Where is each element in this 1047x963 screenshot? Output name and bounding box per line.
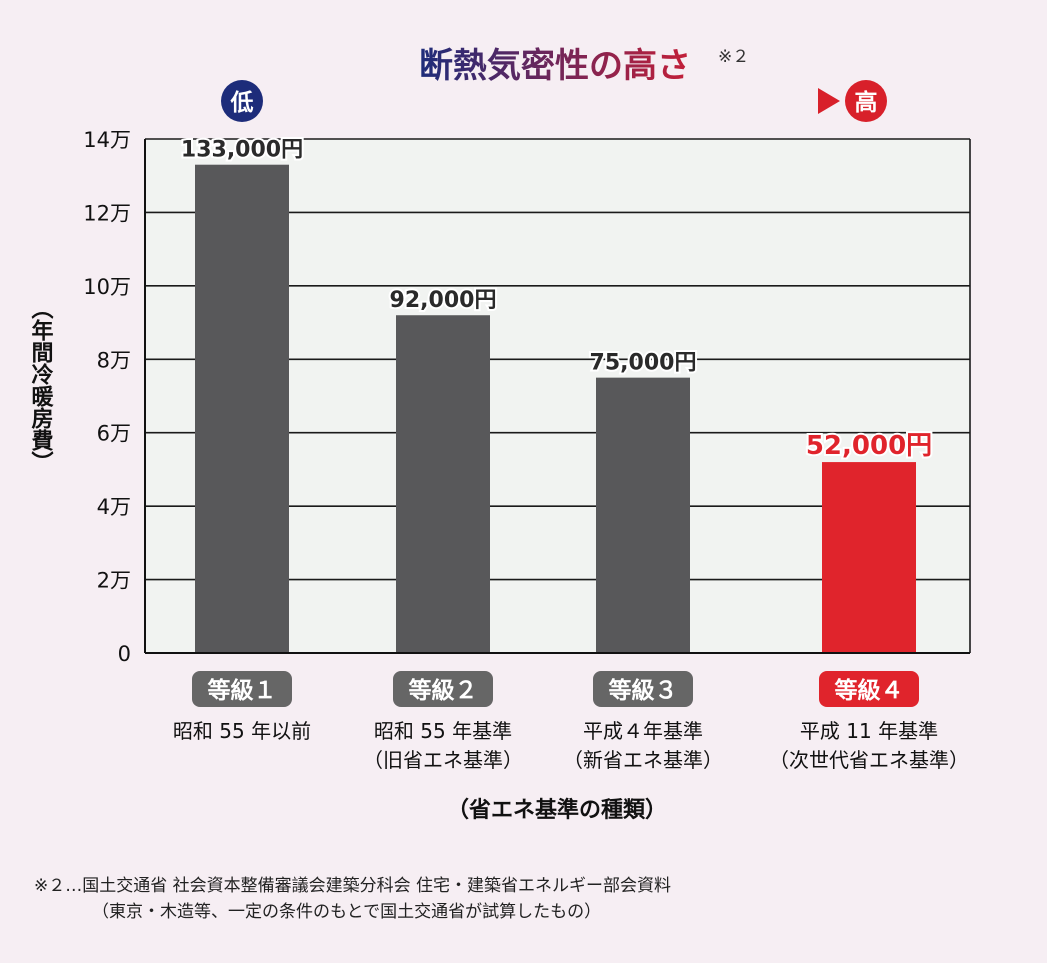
data-label-2: 92,000円 xyxy=(390,288,497,313)
bar-4 xyxy=(822,462,916,653)
data-label-1: 133,000円 xyxy=(181,138,303,163)
y-axis-title: （年間冷暖房費） xyxy=(28,297,54,473)
y-tick-label: 0 xyxy=(118,642,131,666)
standard-label-3: 平成４年基準 xyxy=(583,719,703,743)
y-tick-label: 12万 xyxy=(83,201,131,225)
y-axis-ticks: 0 2万 4万 6万 8万 10万 12万 14万 xyxy=(83,128,131,666)
footnote-line-2: （東京・木造等、一定の条件のもとで国土交通省が試算したもの） xyxy=(92,902,602,922)
data-label-4: 52,000円 xyxy=(806,431,932,461)
y-tick-label: 2万 xyxy=(97,569,131,593)
y-tick-label: 6万 xyxy=(97,422,131,446)
grade-badge-1 xyxy=(192,671,292,707)
title-note: ※２ xyxy=(718,47,749,67)
standard-label-4: 平成 11 年基準 xyxy=(800,719,938,743)
bars xyxy=(195,164,916,653)
high-badge xyxy=(845,80,887,122)
grade-badge-4 xyxy=(819,671,919,707)
high-label: 高 xyxy=(855,89,878,116)
x-axis-categories: 等級１ 昭和 55 年以前 等級２ 昭和 55 年基準 （旧省エネ基準） 等級３ 平成４年基… xyxy=(173,671,969,772)
y-tick-label: 10万 xyxy=(83,275,131,299)
footnote-line-1: ※２…国土交通省 社会資本整備審議会建築分科会 住宅・建築省エネルギー部会資料 xyxy=(34,876,672,896)
standard-sublabel-3: （新省エネ基準） xyxy=(563,748,723,772)
y-tick-label: 4万 xyxy=(97,495,131,519)
grade-label-2: 等級２ xyxy=(409,677,478,704)
grade-label-4: 等級４ xyxy=(835,677,904,704)
low-badge xyxy=(221,80,263,122)
low-label: 低 xyxy=(230,90,254,116)
chart-title: 断熱気密性の高さ xyxy=(419,46,691,86)
grade-badge-2 xyxy=(393,671,493,707)
standard-label-1: 昭和 55 年以前 xyxy=(173,719,311,743)
x-axis-title: （省エネ基準の種類） xyxy=(447,797,667,823)
grade-label-1: 等級１ xyxy=(208,677,277,704)
data-labels: 133,000円 92,000円 75,000円 52,000円 xyxy=(179,136,934,463)
bar-3 xyxy=(596,377,690,653)
arrow-head-icon xyxy=(818,88,840,114)
grade-label-3: 等級３ xyxy=(609,677,678,704)
bar-2 xyxy=(396,315,490,653)
bar-1 xyxy=(195,164,289,653)
standard-sublabel-4: （次世代省エネ基準） xyxy=(769,748,969,772)
standard-label-2: 昭和 55 年基準 xyxy=(374,719,512,743)
standard-sublabel-2: （旧省エネ基準） xyxy=(363,748,523,772)
grade-badge-3 xyxy=(593,671,693,707)
y-tick-label: 8万 xyxy=(97,348,131,372)
y-tick-label: 14万 xyxy=(83,128,131,152)
data-label-3: 75,000円 xyxy=(590,351,697,376)
footnote: ※２…国土交通省 社会資本整備審議会建築分科会 住宅・建築省エネルギー部会資料 … xyxy=(34,873,671,925)
